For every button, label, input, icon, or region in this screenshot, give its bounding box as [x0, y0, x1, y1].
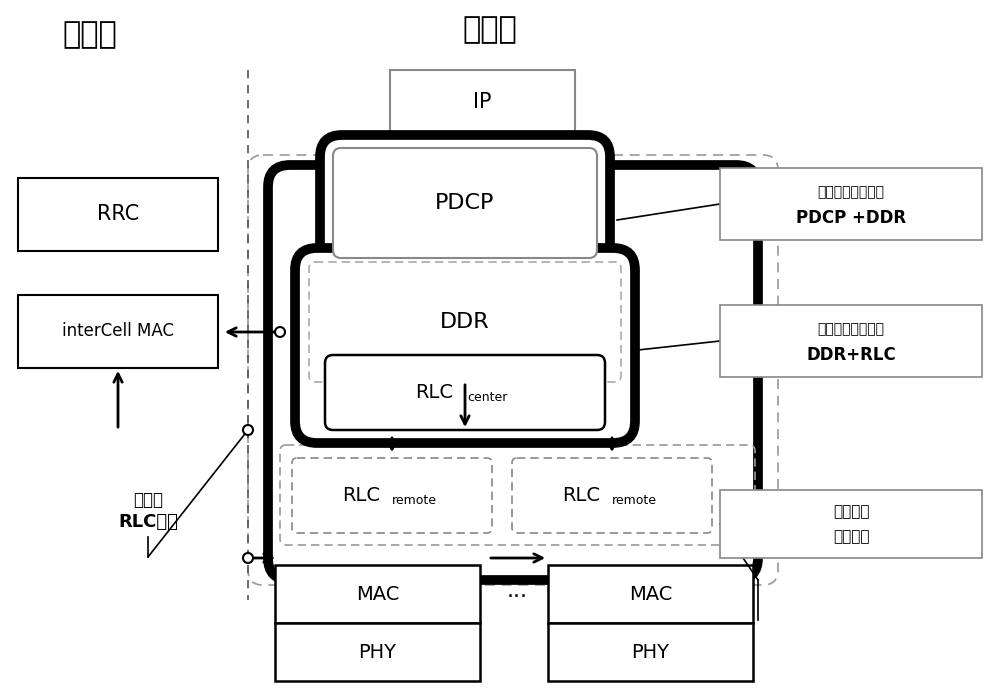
Text: MAC: MAC	[356, 584, 399, 604]
Text: PHY: PHY	[358, 642, 396, 662]
FancyBboxPatch shape	[320, 135, 610, 280]
Text: DDR: DDR	[440, 312, 490, 332]
Text: IP: IP	[473, 93, 492, 112]
Bar	[18, 178, 218, 251]
Text: RRC: RRC	[97, 205, 139, 225]
Text: center: center	[467, 391, 507, 404]
FancyBboxPatch shape	[268, 165, 758, 580]
Text: remote: remote	[612, 494, 656, 507]
Circle shape	[275, 327, 285, 337]
Text: PDCP: PDCP	[435, 193, 495, 213]
FancyBboxPatch shape	[333, 148, 597, 258]
Text: DDR+RLC: DDR+RLC	[806, 346, 896, 364]
Bar	[720, 490, 982, 558]
Bar	[275, 623, 480, 681]
Text: MAC: MAC	[629, 584, 672, 604]
Text: PDCP +DDR: PDCP +DDR	[796, 209, 906, 227]
Circle shape	[243, 553, 253, 563]
FancyBboxPatch shape	[295, 248, 635, 443]
Bar	[390, 70, 575, 135]
Bar	[548, 565, 753, 623]
Text: RLC: RLC	[562, 486, 600, 505]
Text: RLC: RLC	[415, 383, 453, 402]
Text: RLC实体: RLC实体	[118, 513, 178, 531]
Text: 前传组件: 前传组件	[833, 530, 869, 544]
Text: RLC: RLC	[342, 486, 380, 505]
Text: remote: remote	[392, 494, 436, 507]
Text: 互斥的: 互斥的	[133, 491, 163, 509]
Bar	[275, 565, 480, 623]
Bar	[720, 305, 982, 377]
FancyBboxPatch shape	[325, 355, 605, 430]
Text: PHY: PHY	[632, 642, 670, 662]
FancyBboxPatch shape	[309, 262, 621, 382]
FancyBboxPatch shape	[292, 458, 492, 533]
Text: 非理想的: 非理想的	[833, 505, 869, 519]
Text: ...: ...	[507, 581, 528, 601]
Circle shape	[243, 425, 253, 435]
Bar	[548, 623, 753, 681]
FancyBboxPatch shape	[512, 458, 712, 533]
Text: 控制面: 控制面	[63, 20, 117, 50]
Text: interCell MAC: interCell MAC	[62, 322, 174, 341]
Text: 理想的前传组件：: 理想的前传组件：	[818, 185, 885, 199]
Text: 理想的前传组件：: 理想的前传组件：	[818, 322, 885, 336]
Text: 用户面: 用户面	[463, 15, 517, 45]
Bar	[720, 168, 982, 240]
Bar	[18, 295, 218, 368]
